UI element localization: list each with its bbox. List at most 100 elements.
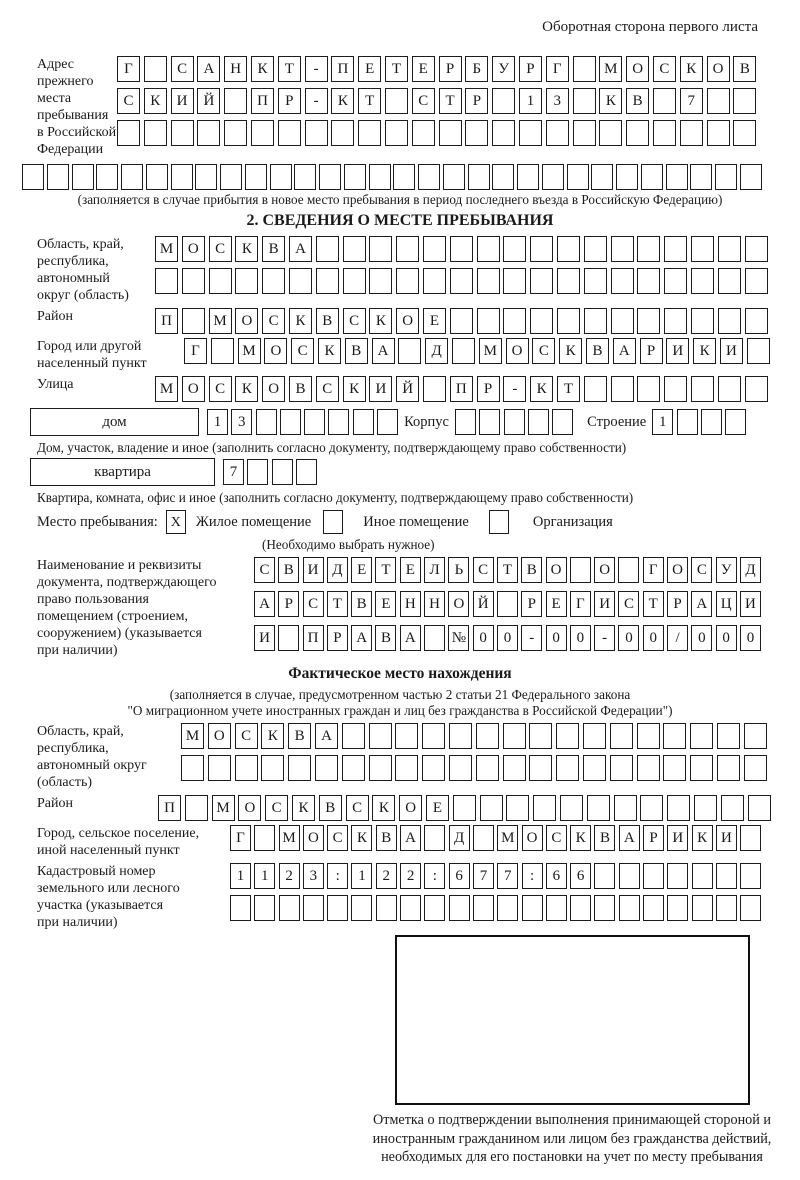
char-cell[interactable]: К [250, 56, 274, 82]
char-cell[interactable]: 6 [448, 863, 470, 889]
char-cell[interactable] [476, 308, 500, 334]
char-cell[interactable]: 0 [739, 625, 761, 651]
char-cell[interactable]: Д [739, 557, 761, 583]
char-cell[interactable]: - [503, 376, 527, 402]
char-cell[interactable]: К [530, 376, 554, 402]
char-cell[interactable]: А [612, 338, 636, 364]
char-cell[interactable]: Е [399, 557, 421, 583]
char-cell[interactable] [503, 409, 525, 435]
char-cell[interactable] [743, 755, 767, 781]
char-cell[interactable] [422, 268, 446, 294]
char-cell[interactable]: В [375, 825, 397, 851]
char-cell[interactable]: А [691, 591, 713, 617]
char-cell[interactable]: Е [358, 56, 382, 82]
char-cell[interactable]: : [424, 863, 446, 889]
char-cell[interactable] [451, 338, 475, 364]
char-cell[interactable] [96, 164, 119, 190]
char-cell[interactable] [449, 236, 473, 262]
char-cell[interactable] [269, 164, 292, 190]
char-cell[interactable] [502, 723, 526, 749]
char-cell[interactable]: В [318, 795, 342, 821]
char-cell[interactable]: № [448, 625, 470, 651]
char-cell[interactable]: О [181, 376, 205, 402]
char-cell[interactable] [706, 120, 730, 146]
char-cell[interactable] [181, 268, 205, 294]
char-cell[interactable] [475, 723, 499, 749]
char-cell[interactable]: П [158, 795, 181, 821]
char-cell[interactable] [22, 164, 44, 190]
char-cell[interactable] [261, 755, 285, 781]
char-cell[interactable] [302, 895, 324, 921]
char-cell[interactable] [594, 863, 616, 889]
char-cell[interactable] [747, 795, 771, 821]
char-cell[interactable] [314, 755, 338, 781]
char-cell[interactable] [599, 120, 623, 146]
char-cell[interactable] [716, 723, 740, 749]
char-cell[interactable] [448, 895, 470, 921]
char-cell[interactable] [181, 308, 205, 334]
char-cell[interactable]: В [585, 338, 609, 364]
char-cell[interactable] [254, 895, 276, 921]
char-cell[interactable] [690, 236, 714, 262]
char-cell[interactable] [315, 268, 339, 294]
char-cell[interactable]: К [559, 338, 583, 364]
char-cell[interactable] [676, 409, 698, 435]
char-cell[interactable]: И [719, 338, 743, 364]
char-cell[interactable] [467, 164, 490, 190]
char-cell[interactable]: - [304, 56, 328, 82]
char-cell[interactable] [637, 236, 661, 262]
char-cell[interactable]: Е [422, 308, 446, 334]
char-cell[interactable] [368, 755, 392, 781]
char-cell[interactable] [665, 164, 688, 190]
char-cell[interactable]: Г [569, 591, 591, 617]
char-cell[interactable] [294, 164, 317, 190]
char-cell[interactable]: К [291, 795, 315, 821]
char-cell[interactable] [715, 863, 737, 889]
checkbox-inoe[interactable] [323, 510, 344, 534]
char-cell[interactable] [640, 164, 663, 190]
char-cell[interactable]: Т [375, 557, 397, 583]
char-cell[interactable]: Т [496, 557, 518, 583]
char-cell[interactable] [744, 268, 768, 294]
char-cell[interactable]: С [532, 338, 556, 364]
char-cell[interactable]: Й [472, 591, 494, 617]
char-cell[interactable]: : [327, 863, 349, 889]
char-cell[interactable]: А [197, 56, 221, 82]
char-cell[interactable]: 7 [679, 88, 703, 114]
char-cell[interactable] [327, 895, 349, 921]
char-cell[interactable]: - [594, 625, 616, 651]
char-cell[interactable] [717, 376, 741, 402]
char-cell[interactable]: Р [667, 591, 689, 617]
char-cell[interactable]: Г [545, 56, 569, 82]
char-cell[interactable] [556, 236, 580, 262]
char-cell[interactable]: М [181, 723, 204, 749]
char-cell[interactable]: 3 [302, 863, 324, 889]
char-cell[interactable]: К [369, 308, 393, 334]
char-cell[interactable] [181, 755, 204, 781]
char-cell[interactable]: Р [278, 591, 300, 617]
checkbox-zhiloe[interactable]: X [165, 510, 186, 534]
char-cell[interactable] [618, 895, 640, 921]
char-cell[interactable]: С [262, 308, 286, 334]
char-cell[interactable] [384, 88, 408, 114]
char-cell[interactable]: И [739, 591, 761, 617]
char-cell[interactable] [582, 755, 606, 781]
char-cell[interactable]: С [234, 723, 258, 749]
char-cell[interactable] [582, 723, 606, 749]
char-cell[interactable]: О [706, 56, 730, 82]
char-cell[interactable]: 7 [497, 863, 519, 889]
char-cell[interactable]: 1 [351, 863, 373, 889]
char-cell[interactable] [343, 164, 366, 190]
char-cell[interactable] [449, 268, 473, 294]
char-cell[interactable]: П [331, 56, 355, 82]
char-cell[interactable]: К [691, 825, 713, 851]
char-cell[interactable]: О [448, 591, 470, 617]
char-cell[interactable]: М [278, 825, 300, 851]
char-cell[interactable] [503, 236, 527, 262]
char-cell[interactable]: С [345, 795, 369, 821]
char-cell[interactable] [155, 268, 178, 294]
char-cell[interactable]: О [207, 723, 231, 749]
char-cell[interactable]: Р [643, 825, 665, 851]
char-cell[interactable] [691, 863, 713, 889]
char-cell[interactable] [744, 236, 768, 262]
